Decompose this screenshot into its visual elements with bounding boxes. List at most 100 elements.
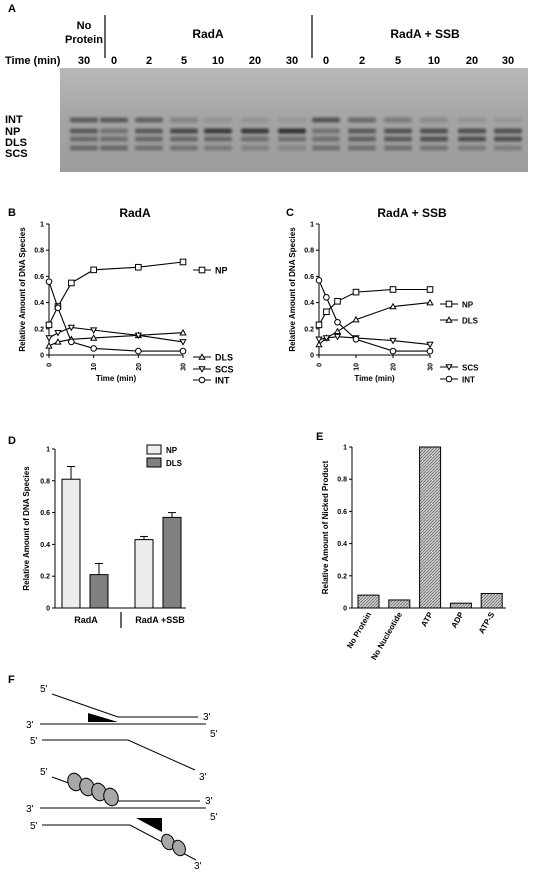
lane-time-label: 20: [466, 55, 478, 67]
panel-letter-f: F: [8, 674, 15, 686]
x-tick-label: 30: [181, 363, 188, 371]
gel-band: [170, 117, 198, 123]
data-point: [323, 308, 330, 316]
legend-label: DLS: [166, 459, 183, 468]
category-label: No Nucleotide: [369, 610, 404, 662]
gel-band: [348, 117, 376, 123]
x-tick-label: 10: [354, 363, 361, 371]
x-tick-label: 0: [317, 363, 324, 367]
chart-title: RadA + SSB: [377, 206, 447, 220]
bar: [449, 602, 472, 609]
data-point: [67, 324, 75, 332]
lane-time-label: 0: [323, 55, 329, 67]
y-axis-label: Relative Amount of DNA Species: [22, 466, 31, 591]
lane-time-label: 10: [428, 55, 440, 67]
data-point: [352, 315, 360, 323]
gel-band: [384, 128, 412, 134]
end-label: 5': [30, 821, 38, 832]
data-point: [426, 347, 434, 355]
legend-label: INT: [215, 376, 230, 386]
gel-band: [420, 145, 448, 151]
legend-label: NP: [215, 266, 228, 276]
gel-band: [204, 145, 232, 151]
category-label: ADP: [449, 610, 466, 630]
data-point: [135, 347, 142, 355]
data-point: [134, 332, 142, 340]
chart-d: 0 0.2 0.4 0.6 0.8 1 Relative Amount of DNA Spe…: [22, 444, 186, 628]
gel-band: [70, 128, 98, 134]
end-label: 3': [199, 772, 207, 783]
end-label: 5': [210, 729, 218, 740]
gel-band: [278, 128, 306, 134]
data-point: [198, 376, 206, 384]
x-tick-label: 10: [91, 363, 98, 371]
bar: [419, 446, 442, 609]
bar-dls: [89, 574, 109, 609]
gel-band: [204, 117, 232, 123]
data-point: [352, 335, 360, 343]
data-point: [445, 364, 453, 371]
gel-band: [312, 128, 340, 134]
data-point: [45, 321, 53, 329]
gel-band: [494, 145, 522, 151]
panel-letter-d: D: [8, 435, 16, 447]
panel-letter-b: B: [8, 207, 16, 219]
y-tick-label: 1: [40, 222, 44, 229]
band-label: SCS: [5, 148, 28, 160]
category-label: RadA: [74, 615, 98, 625]
series-scs: SCS: [315, 333, 479, 373]
data-point: [389, 302, 397, 310]
lane-time-label: 0: [111, 55, 117, 67]
x-axis-label: Time (min): [354, 374, 395, 383]
legend-label: SCS: [462, 364, 479, 373]
gel-band: [135, 136, 163, 142]
gel-band: [420, 136, 448, 142]
gel-band: [312, 117, 340, 123]
time-axis-label: Time (min): [5, 55, 61, 67]
gel-band: [458, 136, 486, 142]
data-point: [315, 336, 323, 344]
band-label: NP: [5, 126, 20, 138]
gel-band: [458, 128, 486, 134]
gel-band: [384, 117, 412, 123]
data-point: [90, 345, 97, 352]
bar: [388, 599, 411, 609]
data-point: [45, 342, 53, 349]
gel-band: [348, 136, 376, 142]
y-tick-label: 0.2: [34, 326, 44, 333]
lane-time-label: 2: [146, 55, 152, 67]
data-point: [54, 338, 62, 345]
y-tick-label: 1: [310, 222, 314, 229]
gel-band: [70, 117, 98, 123]
y-tick-label: 0.8: [40, 478, 50, 485]
data-point: [198, 366, 206, 373]
panel-letter-a: A: [8, 3, 16, 15]
gel-band: [278, 136, 306, 142]
gel-band: [494, 136, 522, 142]
category-label: RadA +SSB: [135, 615, 185, 625]
gel-band: [494, 128, 522, 134]
y-tick-label: 0: [40, 353, 44, 360]
lane-time-labels: 30 0 2 5 10 20 30 0 2 5 10 20 30: [78, 55, 514, 67]
series-line: [318, 336, 431, 346]
series-int: INT: [45, 278, 230, 386]
y-axis-label: Relative Amount of Nicked Product: [321, 460, 330, 594]
gel-band: [420, 117, 448, 123]
y-tick-label: 0.2: [337, 573, 347, 580]
legend-label: DLS: [215, 353, 233, 363]
data-point: [426, 341, 434, 349]
end-label: 5': [30, 736, 38, 747]
lane-time-label: 2: [359, 55, 365, 67]
group-label-no-protein-line2: Protein: [65, 34, 103, 46]
gel-band: [312, 136, 340, 142]
data-point: [445, 375, 453, 383]
data-point: [68, 279, 75, 287]
end-label: 3': [26, 720, 34, 731]
gel-band: [170, 136, 198, 142]
y-tick-label: 0.8: [304, 248, 314, 255]
bar-dls: [162, 516, 182, 609]
gel-band: [458, 117, 486, 123]
gel-band: [241, 128, 269, 134]
bar: [357, 594, 380, 609]
data-point: [68, 338, 75, 346]
